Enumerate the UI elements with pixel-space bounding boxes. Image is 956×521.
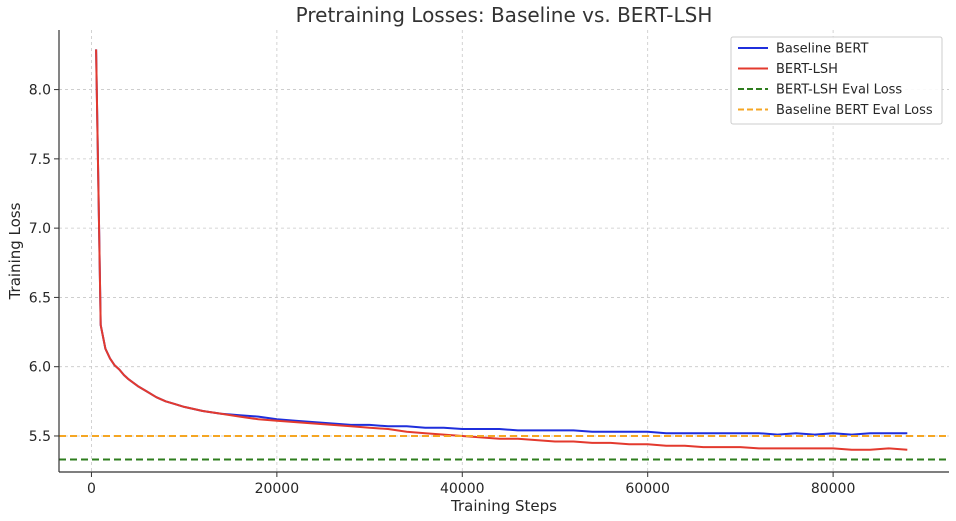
legend-box bbox=[730, 36, 943, 125]
y-tick-label: 5.5 bbox=[29, 429, 51, 445]
legend-label: BERT-LSH bbox=[776, 62, 838, 77]
y-axis-label: Training Loss bbox=[6, 202, 24, 300]
series-layer bbox=[59, 49, 949, 461]
legend: Baseline BERT BERT-LSH BERT-LSH Eval Loss B… bbox=[730, 36, 943, 125]
x-tick-label: 60000 bbox=[625, 481, 670, 497]
y-tick-label: 7.5 bbox=[29, 152, 51, 168]
chart-title: Pretraining Losses: Baseline vs. BERT-LS… bbox=[296, 3, 713, 27]
x-tick-label: 40000 bbox=[440, 481, 485, 497]
y-tick-label: 6.0 bbox=[29, 360, 51, 376]
ticks: 0 20000 40000 60000 80000 5.5 6.0 6.5 7.0 7.5 8.0 bbox=[29, 83, 856, 497]
series-bert-lsh-line bbox=[95, 49, 908, 451]
axes bbox=[58, 30, 949, 473]
legend-label: BERT-LSH Eval Loss bbox=[776, 83, 902, 98]
x-tick-label: 20000 bbox=[255, 481, 300, 497]
y-tick-label: 7.0 bbox=[29, 221, 51, 237]
y-tick-label: 6.5 bbox=[29, 290, 51, 306]
legend-label: Baseline BERT Eval Loss bbox=[776, 103, 933, 118]
y-tick-label: 8.0 bbox=[29, 83, 51, 99]
x-tick-label: 80000 bbox=[811, 481, 856, 497]
x-axis-label: Training Steps bbox=[450, 497, 557, 515]
legend-label: Baseline BERT bbox=[776, 42, 868, 57]
x-tick-label: 0 bbox=[87, 481, 96, 497]
